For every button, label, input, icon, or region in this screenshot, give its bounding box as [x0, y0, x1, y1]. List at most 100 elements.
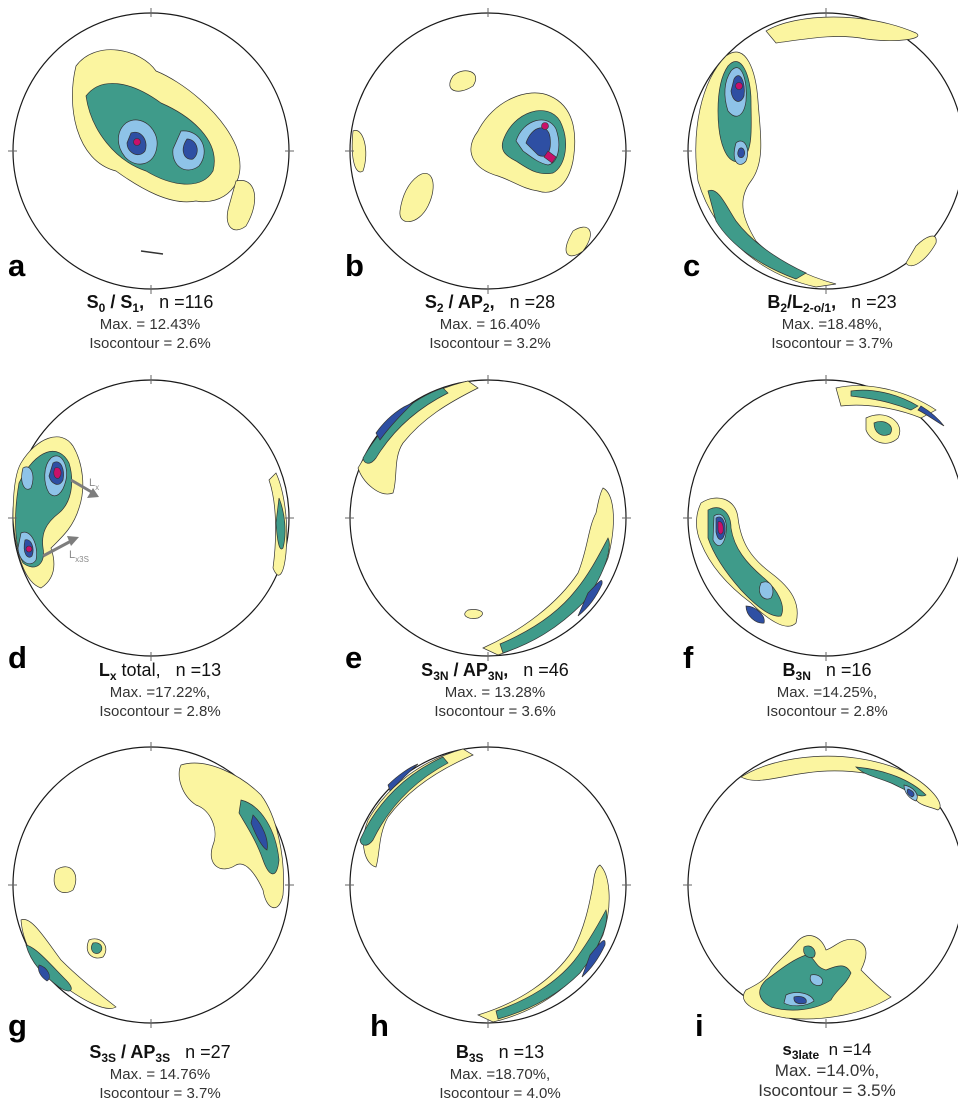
max-density: Max. =14.25%,: [776, 684, 878, 701]
stereonet-a: [8, 8, 294, 294]
contour-2: [707, 189, 807, 280]
panel-letter: a: [8, 248, 26, 283]
contour-3: [759, 581, 774, 600]
contour-1: [53, 866, 77, 893]
contour-2: [91, 942, 103, 954]
contour-2: [850, 389, 919, 411]
contour-1: [905, 235, 937, 267]
arrow-lx3s: [42, 538, 74, 558]
caption-title: B3N n =16: [782, 660, 872, 683]
contour-4: [737, 147, 745, 158]
panel-caption: Lx total, n =13 Max. =17.22%, Isocontour…: [50, 660, 270, 721]
contour-4: [375, 402, 414, 441]
caption-title: S2 / AP2, n =28: [424, 292, 556, 315]
panel-caption: s3late n =14 Max. =14.0%, Isocontour = 3…: [722, 1040, 932, 1101]
stereonet-c: [683, 8, 958, 294]
stereonet-h: [345, 742, 631, 1028]
contour-3: [21, 466, 34, 490]
contour-2: [359, 756, 449, 846]
panel-letter: c: [683, 248, 701, 283]
contour-4: [581, 940, 606, 978]
caption-title: S3N / AP3N, n =46: [421, 660, 569, 683]
caption-title: Lx total, n =13: [98, 660, 222, 683]
arrowhead-lx3s: [67, 536, 79, 546]
contour-5: [541, 122, 549, 130]
sample-count: n =46: [523, 660, 569, 680]
panel-caption: S3S / AP3S n =27 Max. = 14.76% Isocontou…: [50, 1042, 270, 1103]
panel-caption: S2 / AP2, n =28 Max. = 16.40% Isocontour…: [385, 292, 595, 353]
stereonet-e: [345, 375, 631, 661]
sample-count: n =27: [185, 1042, 231, 1062]
panel-letter: h: [370, 1008, 389, 1043]
caption-title: S3S / AP3S n =27: [89, 1042, 231, 1065]
contour-1: [178, 762, 284, 908]
panel-letter: f: [683, 640, 694, 675]
max-density: Max. = 14.76%: [109, 1066, 211, 1083]
isocontour: Isocontour = 3.7%: [99, 1085, 221, 1102]
contour-2: [873, 421, 892, 436]
isocontour: Isocontour = 3.7%: [771, 335, 893, 352]
contour-4: [917, 405, 945, 427]
contour-fragment: [140, 250, 164, 255]
panel-letter: g: [8, 1008, 27, 1043]
contour-4: [793, 996, 807, 1005]
sample-count: n =116: [159, 292, 214, 312]
panel-caption: S0 / S1, n =116 Max. = 12.43% Isocontour…: [50, 292, 250, 353]
annotation-lx3s: Lx3S: [69, 549, 89, 564]
arrowhead-lx: [87, 488, 99, 498]
caption-title: B3S n =13: [455, 1042, 545, 1065]
contour-1: [351, 130, 367, 173]
contour-5: [133, 138, 141, 146]
isocontour: Isocontour = 3.2%: [429, 335, 551, 352]
sample-count: n =28: [509, 292, 556, 312]
contour-3: [809, 974, 823, 986]
contour-4: [577, 580, 603, 617]
contour-2: [803, 945, 816, 958]
annotation-lx: Lx: [89, 477, 99, 492]
panel-caption: B3S n =13 Max. =18.70%, Isocontour = 4.0…: [400, 1042, 600, 1103]
contour-1: [565, 226, 591, 257]
max-density: Max. = 13.28%: [444, 684, 546, 701]
panel-caption: S3N / AP3N, n =46 Max. = 13.28% Isoconto…: [380, 660, 610, 721]
contour-4: [525, 127, 551, 157]
contour-4: [250, 814, 268, 851]
stereonet-i: [683, 742, 958, 1028]
contour-5: [717, 521, 724, 535]
isocontour: Isocontour = 2.6%: [89, 335, 211, 352]
contour-5: [53, 467, 62, 479]
contour-4: [182, 138, 198, 160]
caption-title: s3late n =14: [782, 1040, 872, 1062]
contour-4: [387, 763, 419, 792]
panel-letter: i: [695, 1008, 704, 1043]
sample-count: n =16: [825, 660, 872, 680]
contour-1: [399, 173, 434, 222]
isocontour: Isocontour = 3.5%: [758, 1081, 896, 1100]
contour-1: [740, 755, 941, 811]
panel-caption: B2/L2-o/1, n =23 Max. =18.48%, Isocontou…: [722, 292, 942, 353]
isocontour: Isocontour = 2.8%: [99, 703, 221, 720]
caption-title: S0 / S1, n =116: [86, 292, 214, 315]
contour-1: [226, 180, 255, 231]
stereonet-d: Lx Lx3S: [8, 375, 294, 661]
contour-4: [38, 964, 50, 982]
max-density: Max. = 16.40%: [439, 316, 541, 333]
max-density: Max. =18.70%,: [449, 1066, 551, 1083]
contour-4: [745, 605, 765, 624]
max-density: Max. = 12.43%: [99, 316, 201, 333]
contour-5: [25, 545, 33, 553]
max-density: Max. =14.0%,: [774, 1061, 880, 1080]
contour-1: [449, 70, 476, 92]
contour-2: [275, 497, 286, 550]
isocontour: Isocontour = 2.8%: [766, 703, 888, 720]
stereonet-b: [345, 8, 631, 294]
panel-letter: e: [345, 640, 363, 675]
contour-5: [543, 150, 557, 164]
sample-count: n =13: [498, 1042, 545, 1062]
max-density: Max. =18.48%,: [781, 316, 883, 333]
contour-5: [735, 82, 743, 90]
contour-4: [906, 788, 915, 798]
contour-1: [464, 609, 483, 619]
isocontour: Isocontour = 4.0%: [439, 1085, 561, 1102]
sample-count: n =23: [851, 292, 897, 312]
contour-1: [765, 16, 919, 44]
